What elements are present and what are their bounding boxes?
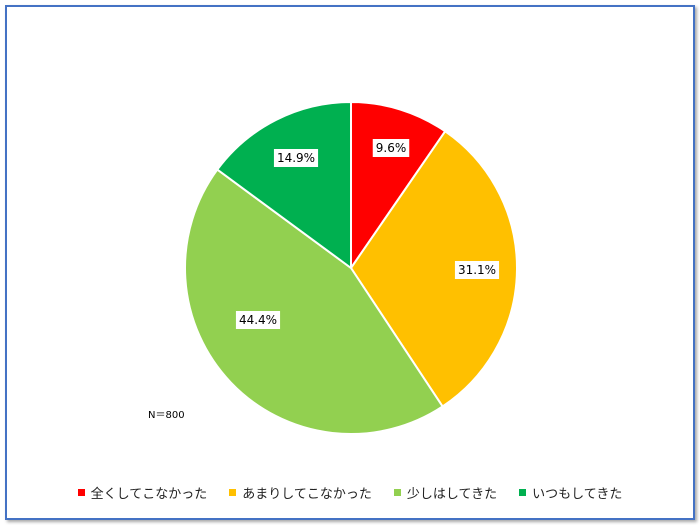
data-label-box (235, 311, 281, 329)
data-label-box (372, 139, 410, 157)
legend-item: いつもしてきた (519, 483, 622, 502)
data-label-box (273, 149, 319, 167)
legend-label: あまりしてこなかった (242, 487, 372, 502)
legend-label: いつもしてきた (532, 487, 623, 502)
legend-swatch-icon (77, 489, 85, 496)
legend-item: あまりしてこなかった (229, 483, 372, 502)
legend: 全くしてこなかった あまりしてこなかった 少しはしてきた いつもしてきた (0, 483, 700, 502)
legend-swatch-icon (519, 489, 527, 496)
pie-slice (349, 129, 518, 408)
legend-item: 少しはしてきた (393, 483, 498, 502)
legend-label: 全くしてこなかった (90, 487, 208, 502)
sample-size-note: N＝800 (148, 410, 185, 421)
data-label: 31.1% (454, 261, 500, 279)
data-label: 44.4% (235, 311, 281, 329)
legend-swatch-icon (229, 489, 237, 496)
pie-slice (215, 100, 352, 270)
data-label-box (454, 261, 500, 279)
data-label-text: 9.6% (376, 141, 407, 155)
legend-item: 全くしてこなかった (77, 483, 208, 502)
data-label-text: 31.1% (458, 263, 496, 277)
data-label: 14.9% (273, 149, 319, 167)
pie-slice (184, 168, 444, 435)
data-label: 9.6% (372, 139, 410, 157)
data-label-text: 44.4% (239, 313, 277, 327)
legend-swatch-icon (393, 489, 401, 496)
data-label-text: 14.9% (277, 151, 315, 165)
legend-label: 少しはしてきた (406, 487, 498, 502)
